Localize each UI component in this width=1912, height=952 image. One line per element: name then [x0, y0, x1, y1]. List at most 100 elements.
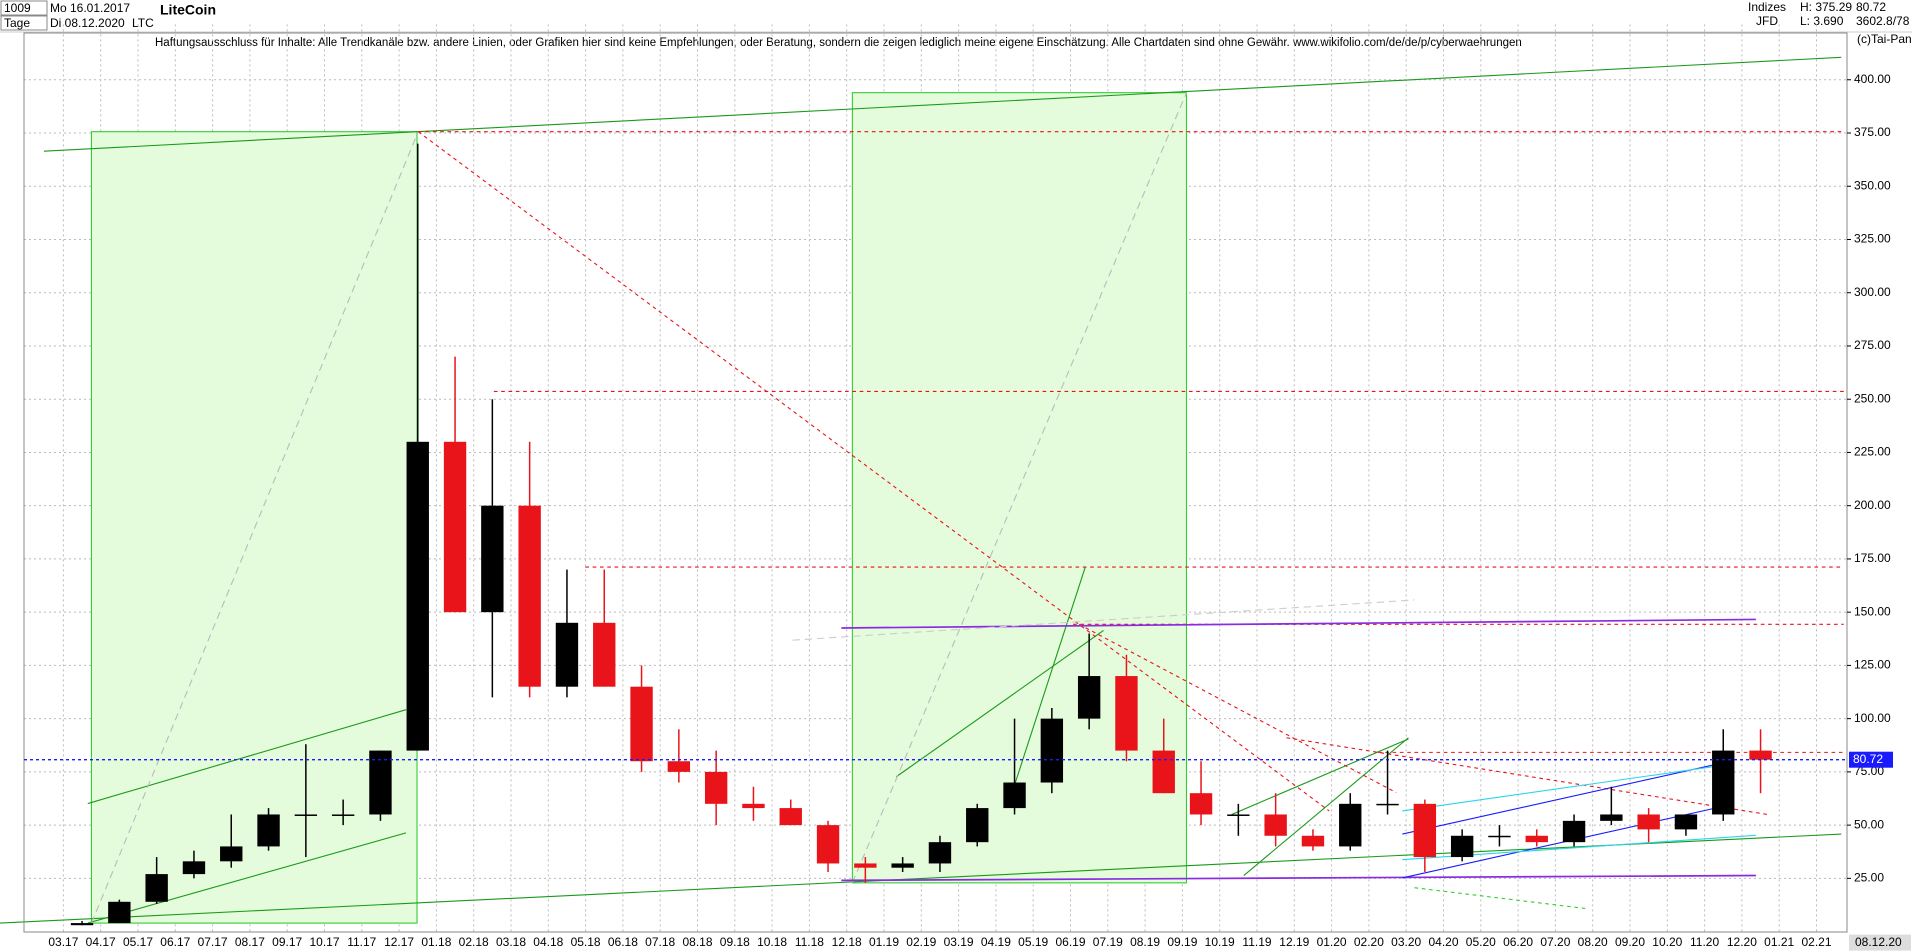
last-date: 08.12.20 [1855, 935, 1902, 949]
x-tick-label: 01.18 [421, 935, 451, 949]
bars-box[interactable] [0, 0, 48, 16]
last: 80.72 [1856, 0, 1886, 14]
candle-body [1600, 814, 1623, 821]
candle-body [1413, 803, 1437, 858]
trend-line [895, 629, 1104, 778]
trend-line [1286, 737, 1769, 816]
candle-body [742, 803, 765, 809]
x-tick-label: 03.20 [1391, 935, 1421, 949]
x-tick-label: 02.18 [459, 935, 489, 949]
box [90, 131, 418, 924]
candle-body [1712, 750, 1735, 815]
candle-body [1488, 835, 1511, 838]
trend-line [43, 56, 1842, 152]
candle-body [854, 863, 877, 868]
x-tick-label: 03.18 [496, 935, 526, 949]
x-tick-label: 05.17 [123, 935, 153, 949]
y-tick-label: 350.00 [1854, 178, 1891, 192]
x-tick-label: 11.18 [795, 935, 824, 949]
x-tick-label: 06.18 [608, 935, 638, 949]
y-tick-label: 125.00 [1854, 658, 1891, 672]
candle-body [1749, 750, 1772, 760]
x-tick-label: 12.19 [1279, 935, 1309, 949]
candle-body [1189, 793, 1213, 815]
x-tick-label: 07.20 [1540, 935, 1570, 949]
low: L: 3.690 [1800, 14, 1844, 28]
chart-title: LiteCoin [160, 2, 216, 18]
candle-body [1637, 814, 1660, 830]
x-tick-label: 05.19 [1018, 935, 1048, 949]
x-tick-label: 04.19 [981, 935, 1011, 949]
trend-line [87, 832, 407, 924]
period-box[interactable] [0, 15, 48, 31]
market: Indizes [1748, 0, 1786, 14]
trend-line [417, 131, 1330, 812]
x-tick-label: 06.19 [1055, 935, 1085, 949]
candle-body [406, 441, 429, 751]
start-date: Mo 16.01.2017 [50, 1, 130, 15]
candle-body [518, 505, 541, 687]
candle-body [593, 622, 616, 687]
x-tick-label: 11.17 [347, 935, 376, 949]
trend-line [1402, 806, 1720, 879]
x-tick-label: 10.20 [1652, 935, 1682, 949]
candle-body [1674, 814, 1698, 830]
candle-body [1003, 782, 1026, 809]
x-tick-label: 10.19 [1205, 935, 1235, 949]
candle-body [294, 814, 318, 816]
x-tick-label: 04.17 [86, 935, 116, 949]
extra: 3602.8/78 [1856, 14, 1910, 28]
x-tick-label: 08.18 [682, 935, 712, 949]
trend-line [87, 709, 407, 805]
x-tick-label: 09.19 [1167, 935, 1197, 949]
candle-body [1152, 750, 1175, 794]
last-price-box [1849, 751, 1893, 768]
y-tick-label: 325.00 [1854, 232, 1891, 246]
candle-body [443, 441, 467, 613]
end-date: Di 08.12.2020 [50, 16, 125, 30]
x-tick-label: 02.19 [906, 935, 936, 949]
trend-line [1402, 765, 1720, 812]
y-tick-label: 50.00 [1854, 817, 1884, 831]
x-tick-label: 12.17 [384, 935, 414, 949]
y-tick-label: 300.00 [1854, 285, 1891, 299]
y-tick-label: 400.00 [1854, 72, 1891, 86]
x-tick-label: 05.18 [571, 935, 601, 949]
header: 1009 Mo 16.01.2017 Tage Di 08.12.2020 LT… [0, 0, 1912, 49]
plot-frame [23, 32, 1848, 933]
x-tick-label: 01.21 [1764, 935, 1794, 949]
candle-body [1227, 814, 1250, 816]
x-tick-label: 06.20 [1503, 935, 1533, 949]
x-tick-label: 09.18 [720, 935, 750, 949]
y-tick-label: 25.00 [1854, 871, 1884, 885]
candle-body [145, 874, 168, 902]
candle-body [1562, 820, 1586, 843]
x-tick-label: 01.19 [869, 935, 899, 949]
x-tick-label: 08.17 [235, 935, 265, 949]
x-tick-label: 07.19 [1093, 935, 1123, 949]
candle-body [630, 686, 653, 762]
disclaimer: Haftungsausschluss für Inhalte: Alle Tre… [155, 37, 1522, 49]
x-tick-label: 08.19 [1130, 935, 1160, 949]
fan-line [792, 599, 1415, 641]
x-tick-label: 12.18 [832, 935, 862, 949]
x-tick-label: 02.21 [1801, 935, 1831, 949]
trend-line [1243, 737, 1409, 876]
x-tick-label: 04.18 [533, 935, 563, 949]
candle-body [966, 808, 989, 843]
candle-body [704, 771, 728, 804]
x-tick-label: 02.20 [1354, 935, 1384, 949]
x-tick-label: 06.17 [160, 935, 190, 949]
bars: 1009 [4, 1, 31, 15]
x-tick-label: 03.19 [944, 935, 974, 949]
candles [70, 143, 1772, 926]
candle-body [1450, 835, 1474, 858]
candle-body [779, 808, 802, 826]
x-tick-label: 07.17 [198, 935, 228, 949]
candle-body [1339, 803, 1362, 847]
x-tick-label: 12.20 [1727, 935, 1757, 949]
candle-body [369, 750, 392, 815]
high: H: 375.29 [1800, 0, 1852, 14]
candle-body [555, 622, 579, 687]
y-tick-label: 100.00 [1854, 711, 1891, 725]
